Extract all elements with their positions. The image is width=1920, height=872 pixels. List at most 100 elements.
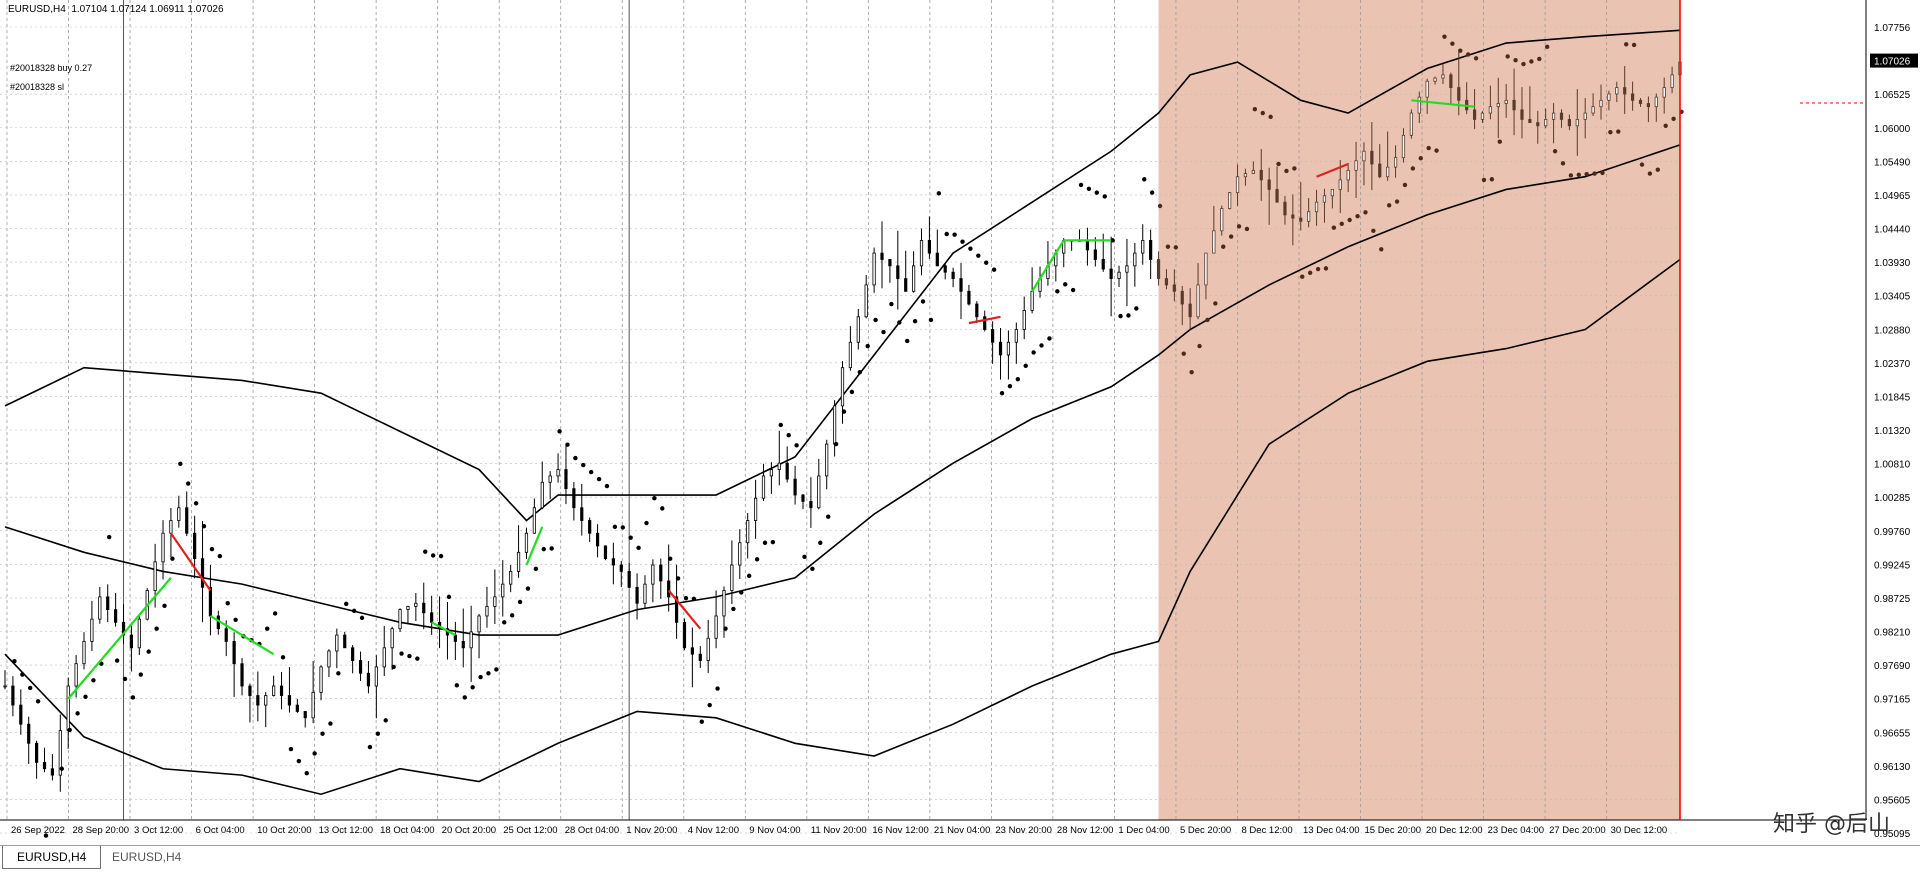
candle-body [493, 596, 497, 607]
zigzag-down [968, 315, 1001, 325]
candle-body [1354, 160, 1358, 171]
sar-dot [984, 260, 989, 265]
sar-dot [1386, 203, 1392, 208]
candle-body [137, 618, 141, 649]
sar-dot [272, 611, 278, 616]
parabolic-sar [12, 34, 1684, 850]
candle-body [919, 239, 924, 267]
sar-dot [446, 594, 452, 600]
candle-body [651, 564, 655, 585]
y-tick-label: 0.96130 [1874, 762, 1911, 773]
sar-dot [1655, 167, 1660, 172]
candle-body [1156, 259, 1161, 279]
sar-dot [525, 586, 531, 591]
sar-dot [1023, 363, 1028, 368]
candle-body [1330, 189, 1334, 197]
candle-body [1109, 268, 1113, 279]
candle-body [19, 704, 23, 725]
candle-body [564, 469, 568, 490]
sar-dot [644, 520, 649, 526]
candle-body [1425, 80, 1429, 98]
zigzag-up [67, 577, 172, 700]
candle-body [1536, 122, 1540, 127]
y-tick-label: 1.01320 [1874, 426, 1911, 437]
candle-body [1386, 166, 1390, 178]
x-tick-label: 23 Dec 04:00 [1488, 825, 1545, 836]
sar-dot [1070, 287, 1076, 293]
candle-body [177, 507, 181, 521]
sar-dot [707, 702, 712, 708]
sar-dot [991, 267, 997, 272]
sar-dot [1181, 351, 1186, 356]
candle-body [1204, 252, 1208, 286]
candle-body [714, 615, 718, 639]
candle-body [967, 290, 971, 305]
candle-body [904, 278, 908, 292]
sar-dot [999, 390, 1005, 396]
sar-dot [1055, 289, 1060, 294]
sar-dot [1252, 107, 1258, 112]
x-tick-label: 3 Oct 12:00 [134, 825, 183, 836]
candle-body [1267, 179, 1271, 190]
candle-body [959, 278, 963, 292]
sar-dot [1126, 313, 1131, 318]
y-tick-label: 0.97165 [1874, 695, 1911, 706]
x-tick-label: 13 Oct 12:00 [319, 825, 373, 836]
y-tick-label: 1.07756 [1874, 23, 1911, 34]
candle-body [343, 634, 347, 649]
candle-body [722, 590, 726, 617]
sar-dot [1149, 190, 1155, 195]
candle-body [1457, 87, 1461, 101]
sar-dot [1521, 61, 1526, 67]
sar-dot [936, 191, 942, 196]
tab-eurusd-h4-active[interactable]: EURUSD,H4 [2, 846, 102, 869]
candle-body [951, 271, 955, 279]
candle-body [935, 252, 939, 267]
sar-dot [1228, 234, 1234, 239]
sar-dot [430, 553, 436, 558]
candle-body [943, 265, 947, 273]
candle-body [1338, 179, 1342, 190]
sar-dot [952, 232, 957, 237]
sar-dot [1584, 171, 1589, 177]
candle-body [1551, 112, 1556, 120]
sar-dot [1481, 177, 1487, 183]
x-tick-label: 20 Dec 12:00 [1426, 825, 1483, 836]
candle-body [398, 609, 402, 630]
candle-body [516, 551, 521, 572]
y-tick-label: 1.02370 [1874, 359, 1911, 370]
current-price-label: 1.07026 [1874, 57, 1911, 68]
candle-body [1235, 176, 1240, 194]
candle-body [556, 469, 560, 477]
candle-body [1125, 265, 1129, 273]
sar-dot [1284, 168, 1289, 174]
candle-body [461, 641, 465, 649]
candle-body [580, 507, 584, 521]
candle-body [35, 742, 39, 763]
candle-body [1520, 109, 1524, 120]
tab-eurusd-h4[interactable]: EURUSD,H4 [112, 850, 182, 864]
candle-body [983, 316, 987, 330]
sar-dot [573, 455, 578, 461]
candle-body [761, 475, 766, 499]
candle-body [1433, 77, 1437, 82]
sar-dot [1323, 266, 1329, 271]
candle-body [809, 500, 813, 509]
candle-body [1196, 284, 1200, 318]
candle-body [453, 634, 457, 642]
candle-body [50, 768, 55, 776]
sar-dot [20, 672, 25, 677]
sar-dot [786, 432, 791, 438]
candle-body [603, 545, 608, 560]
sar-dot [91, 678, 96, 683]
sar-dot [75, 711, 80, 716]
candle-body [1370, 150, 1374, 165]
sar-dot [1197, 343, 1202, 349]
candle-body [667, 580, 671, 598]
candle-body [358, 660, 363, 674]
sar-dot [1544, 44, 1550, 50]
sar-dot [1078, 182, 1084, 188]
sar-dot [178, 461, 183, 467]
candle-body [1243, 173, 1248, 178]
